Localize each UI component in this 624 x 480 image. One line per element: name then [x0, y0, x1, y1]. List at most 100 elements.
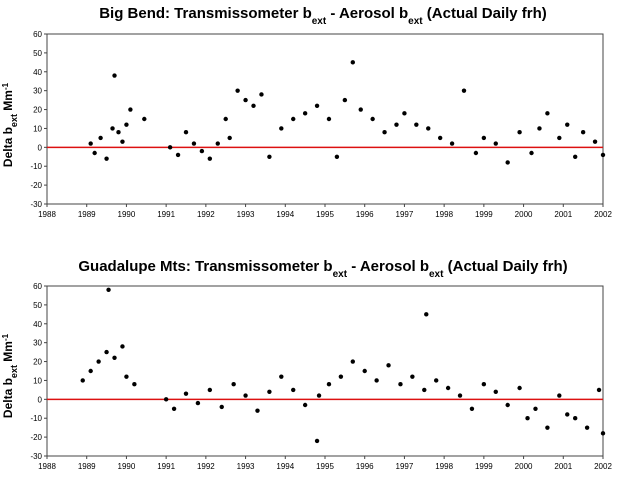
data-point — [481, 382, 487, 387]
y-tick-label: 50 — [33, 301, 42, 310]
data-point — [565, 412, 570, 417]
data-point — [98, 135, 103, 141]
data-point — [402, 111, 407, 116]
data-point — [259, 92, 264, 97]
data-point — [88, 368, 93, 374]
y-tick-label: 60 — [33, 30, 42, 39]
data-point — [326, 116, 332, 122]
data-point — [124, 374, 129, 379]
data-point — [120, 139, 125, 144]
data-point — [481, 135, 487, 141]
data-point — [424, 312, 429, 317]
x-axis-big-bend: 1988 1989 1990 1991 1992 1993 1994 1995 1996 1997… — [38, 204, 612, 219]
data-point — [573, 154, 578, 159]
data-point — [537, 126, 542, 131]
y-tick-label: -30 — [30, 200, 42, 209]
data-point — [314, 103, 320, 108]
x-tick-label: 1990 — [118, 210, 136, 219]
x-tick-label: 1988 — [38, 210, 56, 219]
y-tick-label: 10 — [33, 124, 42, 133]
x-tick-label: 1996 — [356, 462, 374, 471]
plot-area-big-bend — [46, 33, 604, 205]
y-tick-label: 30 — [33, 339, 42, 348]
x-tick-label: 1999 — [475, 462, 493, 471]
data-point — [370, 116, 375, 122]
data-point — [592, 139, 598, 144]
data-point — [227, 135, 232, 141]
data-point — [104, 156, 109, 161]
data-point — [291, 387, 296, 393]
data-point — [235, 88, 240, 93]
data-point — [124, 122, 129, 127]
data-point — [580, 130, 586, 135]
y-tick-label: -20 — [30, 181, 42, 190]
x-tick-label: 2002 — [594, 462, 612, 471]
x-tick-label: 1988 — [38, 462, 56, 471]
data-point — [251, 103, 256, 108]
data-point — [243, 97, 248, 103]
data-point — [96, 359, 101, 364]
x-tick-label: 2000 — [515, 462, 533, 471]
data-point — [358, 107, 363, 112]
y-tick-label: 50 — [33, 49, 42, 58]
data-point — [342, 97, 348, 103]
data-point — [183, 391, 189, 396]
y-tick-label: -30 — [30, 452, 42, 461]
data-point — [255, 408, 260, 413]
x-tick-label: 1991 — [157, 210, 175, 219]
data-points-guadalupe — [80, 287, 606, 444]
data-point — [316, 393, 322, 398]
y-tick-label: -10 — [30, 414, 42, 423]
data-point — [110, 126, 115, 131]
data-point — [132, 382, 137, 387]
x-tick-label: 1998 — [435, 210, 453, 219]
data-point — [314, 438, 320, 444]
data-point — [267, 389, 272, 394]
data-point — [195, 400, 201, 406]
data-point — [410, 374, 415, 379]
data-point — [215, 141, 220, 146]
data-point — [374, 378, 379, 383]
data-point — [279, 374, 284, 379]
x-tick-label: 1999 — [475, 210, 493, 219]
data-point — [493, 141, 498, 146]
data-point — [199, 148, 205, 154]
data-point — [426, 126, 431, 131]
data-point — [326, 382, 332, 387]
x-tick-label: 1997 — [396, 210, 414, 219]
data-point — [338, 374, 344, 379]
data-point — [457, 393, 463, 398]
data-point — [600, 431, 606, 436]
y-tick-label: 20 — [33, 106, 42, 115]
x-tick-label: 1989 — [78, 210, 96, 219]
y-tick-label: 60 — [33, 282, 42, 291]
x-axis-guadalupe: 1988 1989 1990 1991 1992 1993 1994 1995 1996 1997… — [38, 456, 612, 471]
data-point — [167, 145, 173, 150]
data-point — [80, 378, 85, 383]
data-point — [505, 160, 510, 165]
data-point — [422, 387, 427, 393]
x-tick-label: 1998 — [435, 462, 453, 471]
data-point — [334, 154, 340, 159]
data-point — [596, 387, 602, 393]
x-tick-label: 2002 — [594, 210, 612, 219]
data-point — [223, 116, 228, 122]
data-point — [88, 141, 93, 146]
x-tick-label: 1993 — [237, 210, 255, 219]
data-point — [243, 393, 248, 398]
data-point — [183, 130, 189, 135]
data-point — [505, 402, 510, 408]
data-point — [92, 150, 97, 156]
y-tick-label: 40 — [33, 68, 42, 77]
x-tick-label: 1992 — [197, 210, 215, 219]
data-point — [279, 126, 284, 131]
data-point — [600, 152, 606, 158]
data-point — [461, 88, 467, 93]
x-tick-label: 1989 — [78, 462, 96, 471]
data-point — [445, 385, 451, 391]
data-point — [302, 111, 308, 116]
y-axis-guadalupe: 60 50 40 30 20 10 0 -10 -20 -30 — [30, 282, 47, 461]
data-point — [112, 355, 117, 360]
